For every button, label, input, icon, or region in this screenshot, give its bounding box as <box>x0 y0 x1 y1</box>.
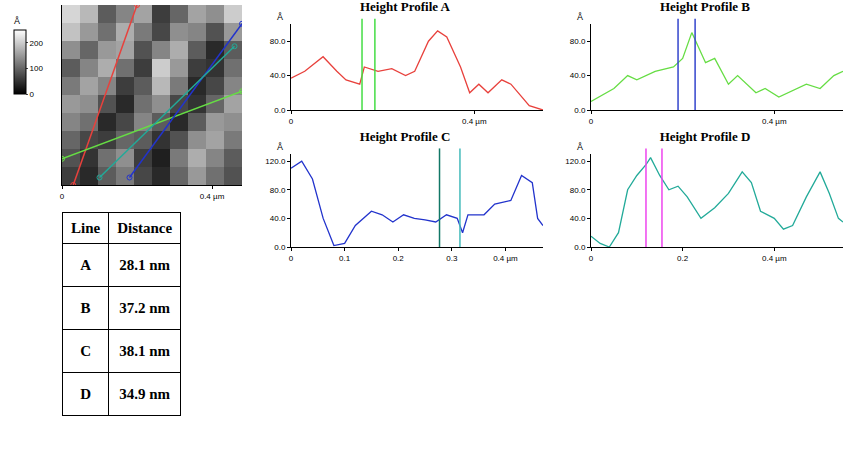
svg-text:0.4 µm: 0.4 µm <box>762 254 787 263</box>
svg-text:80.0: 80.0 <box>270 186 286 195</box>
svg-text:0.0: 0.0 <box>274 243 286 252</box>
svg-text:0.4 µm: 0.4 µm <box>762 117 787 126</box>
svg-text:80.0: 80.0 <box>570 37 586 46</box>
svg-text:0.2: 0.2 <box>393 254 405 263</box>
svg-text:40.0: 40.0 <box>570 71 586 80</box>
svg-text:0.2: 0.2 <box>677 254 689 263</box>
svg-text:0: 0 <box>289 117 294 126</box>
svg-text:0.0: 0.0 <box>574 106 586 115</box>
svg-text:120.0: 120.0 <box>265 157 286 166</box>
html-text:A: A <box>80 256 91 273</box>
svg-text:0: 0 <box>589 254 594 263</box>
html-text:28.1 nm: 28.1 nm <box>119 256 171 273</box>
html-text:37.2 nm: 37.2 nm <box>119 299 171 316</box>
svg-text:0: 0 <box>60 192 65 201</box>
svg-text:0.1: 0.1 <box>339 254 351 263</box>
svg-text:Height Profile D: Height Profile D <box>660 130 751 144</box>
svg-text:Height Profile C: Height Profile C <box>360 130 451 144</box>
svg-text:Å: Å <box>577 142 583 152</box>
html-text:34.9 nm: 34.9 nm <box>119 385 171 402</box>
svg-text:0.3: 0.3 <box>446 254 458 263</box>
svg-text:40.0: 40.0 <box>570 214 586 223</box>
svg-text:0.0: 0.0 <box>574 243 586 252</box>
html-text:D: D <box>80 385 91 402</box>
svg-text:Å: Å <box>277 142 283 152</box>
svg-text:0.4 µm: 0.4 µm <box>200 192 225 201</box>
svg-text:0.0: 0.0 <box>274 106 286 115</box>
html-text:C: C <box>80 342 91 359</box>
svg-text:120.0: 120.0 <box>565 157 586 166</box>
svg-text:Å: Å <box>277 12 283 22</box>
svg-text:0: 0 <box>30 90 35 99</box>
html-text:B: B <box>80 299 91 316</box>
svg-text:40.0: 40.0 <box>270 71 286 80</box>
svg-text:0.4 µm: 0.4 µm <box>462 117 487 126</box>
html-text:Distance: Distance <box>117 219 173 236</box>
svg-text:Å: Å <box>577 12 583 22</box>
svg-text:Å: Å <box>14 16 20 26</box>
svg-text:80.0: 80.0 <box>570 186 586 195</box>
svg-text:200: 200 <box>30 39 44 48</box>
svg-text:0.4 µm: 0.4 µm <box>493 254 518 263</box>
svg-text:40.0: 40.0 <box>270 214 286 223</box>
svg-text:100: 100 <box>30 64 44 73</box>
html-text:Line: Line <box>71 219 101 236</box>
svg-text:80.0: 80.0 <box>270 37 286 46</box>
svg-text:0: 0 <box>289 254 294 263</box>
svg-text:0: 0 <box>589 117 594 126</box>
html-text:38.1 nm: 38.1 nm <box>119 342 171 359</box>
svg-text:Height Profile A: Height Profile A <box>360 0 451 14</box>
svg-text:Height Profile B: Height Profile B <box>660 0 750 14</box>
